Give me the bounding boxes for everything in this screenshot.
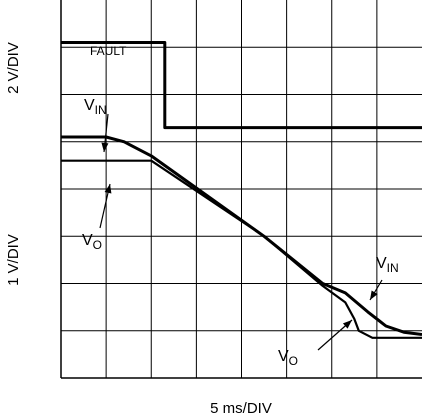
arrowhead bbox=[342, 320, 352, 329]
arrowhead bbox=[104, 184, 112, 194]
y-scale-label-top: 2 V/DIV bbox=[5, 42, 22, 94]
y-scale-label-bottom: 1 V/DIV bbox=[5, 234, 22, 286]
arrowhead bbox=[101, 142, 109, 152]
vo-label: VO bbox=[82, 232, 102, 252]
vo-trace bbox=[61, 159, 422, 339]
vo-label: VO bbox=[278, 348, 298, 368]
vin-label: VIN bbox=[84, 97, 107, 117]
label-leaders bbox=[99, 113, 383, 351]
vin-label: VIN bbox=[376, 255, 399, 275]
arrowhead bbox=[370, 290, 378, 300]
x-scale-label: 5 ms/DIV bbox=[210, 400, 272, 417]
vin-trace bbox=[61, 135, 422, 336]
fault-label: FAULT bbox=[90, 44, 127, 58]
trace-labels: FAULT VIN VO VIN VO bbox=[82, 41, 399, 368]
